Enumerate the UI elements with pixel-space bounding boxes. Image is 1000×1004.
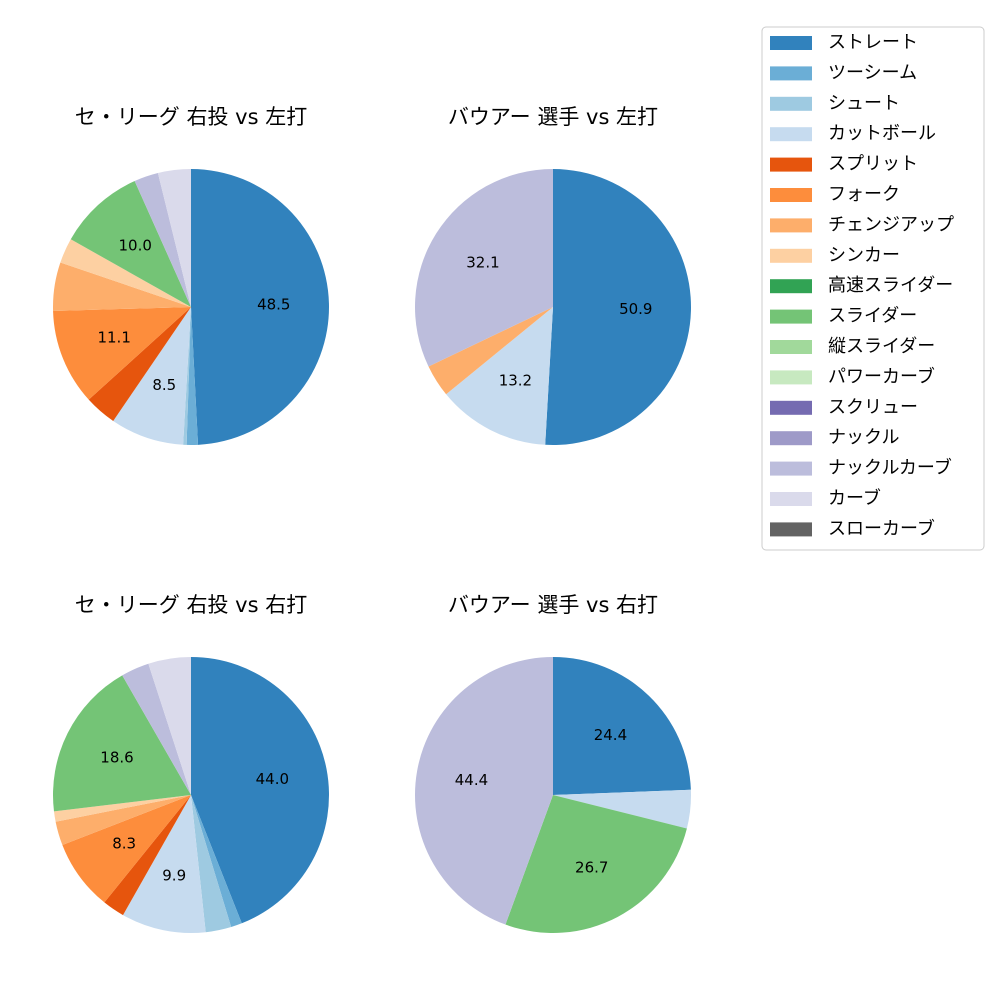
pie-slice bbox=[505, 795, 687, 933]
pie-slice bbox=[122, 663, 191, 795]
value-label: 44.0 bbox=[256, 770, 289, 788]
pie-slice bbox=[134, 173, 191, 307]
legend-swatch bbox=[770, 36, 812, 50]
legend-box bbox=[761, 26, 985, 551]
legend-label: スライダー bbox=[828, 306, 917, 327]
legend-label: シュート bbox=[828, 93, 900, 114]
legend-swatch bbox=[770, 279, 812, 294]
value-label: 18.6 bbox=[100, 748, 133, 766]
legend-label: スプリット bbox=[828, 154, 918, 175]
legend-swatch bbox=[770, 96, 812, 111]
pie-slice bbox=[123, 795, 206, 933]
value-label: 50.9 bbox=[619, 300, 652, 318]
pie-slice bbox=[553, 657, 691, 795]
pie-slice bbox=[414, 657, 553, 925]
pie-slice bbox=[545, 169, 691, 445]
legend-label: スクリュー bbox=[828, 397, 918, 418]
legend-label: シンカー bbox=[828, 245, 900, 266]
chart-title: バウアー 選手 vs 左打 bbox=[448, 105, 658, 129]
value-label: 32.1 bbox=[466, 253, 499, 271]
value-label: 8.3 bbox=[112, 834, 136, 852]
pie-slice bbox=[53, 262, 191, 311]
value-label: 44.4 bbox=[455, 771, 488, 789]
legend-swatch bbox=[770, 127, 812, 142]
chart-title: セ・リーグ 右投 vs 右打 bbox=[75, 593, 307, 617]
pie-slice bbox=[53, 675, 191, 812]
value-label: 13.2 bbox=[499, 371, 532, 389]
pie-slice bbox=[553, 789, 691, 829]
pie-slice bbox=[183, 307, 191, 445]
pie-slice bbox=[191, 795, 242, 928]
legend-label: ストレート bbox=[828, 32, 918, 53]
value-label: 8.5 bbox=[152, 376, 176, 394]
legend-label: チェンジアップ bbox=[828, 214, 954, 235]
legend-label: 縦スライダー bbox=[828, 336, 935, 357]
pie-slice bbox=[53, 795, 191, 822]
legend-swatch bbox=[770, 340, 812, 354]
pie-slice bbox=[88, 307, 191, 421]
pie-slice bbox=[446, 307, 553, 445]
legend-swatch bbox=[770, 66, 812, 81]
legend-label: パワーカーブ bbox=[828, 365, 935, 387]
legend-swatch bbox=[770, 218, 812, 233]
pie-slice bbox=[53, 307, 192, 400]
pie-slice bbox=[70, 181, 191, 307]
legend-swatch bbox=[770, 461, 812, 476]
pie-slice bbox=[191, 795, 232, 933]
pie-slice bbox=[62, 795, 191, 903]
pie-slice bbox=[428, 307, 553, 395]
legend-label: スローカーブ bbox=[828, 517, 935, 539]
pie-slice bbox=[157, 169, 191, 307]
legend-label: フォーク bbox=[828, 184, 900, 205]
legend-label: ナックルカーブ bbox=[828, 457, 952, 479]
value-label: 26.7 bbox=[575, 859, 608, 877]
chart-title: セ・リーグ 右投 vs 左打 bbox=[75, 105, 307, 129]
legend-label: 高速スライダー bbox=[828, 275, 953, 296]
pie-slice bbox=[415, 169, 553, 367]
pie-slice bbox=[113, 307, 191, 445]
pie-slice bbox=[186, 307, 199, 446]
legend-swatch bbox=[770, 370, 812, 385]
pie-slice bbox=[55, 795, 191, 845]
value-label: 10.0 bbox=[119, 236, 152, 254]
value-label: 11.1 bbox=[97, 328, 130, 346]
legend-swatch bbox=[770, 248, 812, 263]
pie-slice bbox=[191, 657, 330, 924]
value-label: 24.4 bbox=[594, 726, 627, 744]
legend-label: カットボール bbox=[828, 123, 936, 144]
legend-label: ツーシーム bbox=[828, 62, 917, 83]
legend-label: カーブ bbox=[828, 487, 881, 509]
legend-label: ナックル bbox=[828, 427, 899, 448]
legend-swatch bbox=[770, 492, 812, 506]
pie-slice bbox=[191, 169, 329, 445]
legend-swatch bbox=[770, 309, 812, 324]
value-label: 48.5 bbox=[257, 295, 290, 313]
pie-slice bbox=[148, 657, 191, 795]
value-label: 9.9 bbox=[162, 867, 186, 885]
legend-swatch bbox=[770, 188, 812, 202]
legend-swatch bbox=[770, 157, 812, 172]
legend-swatch bbox=[770, 522, 812, 537]
chart-title: バウアー 選手 vs 右打 bbox=[448, 593, 658, 617]
legend-swatch bbox=[770, 400, 812, 415]
pie-slice bbox=[60, 239, 191, 307]
pie-slice bbox=[104, 795, 191, 916]
legend-swatch bbox=[770, 431, 812, 446]
